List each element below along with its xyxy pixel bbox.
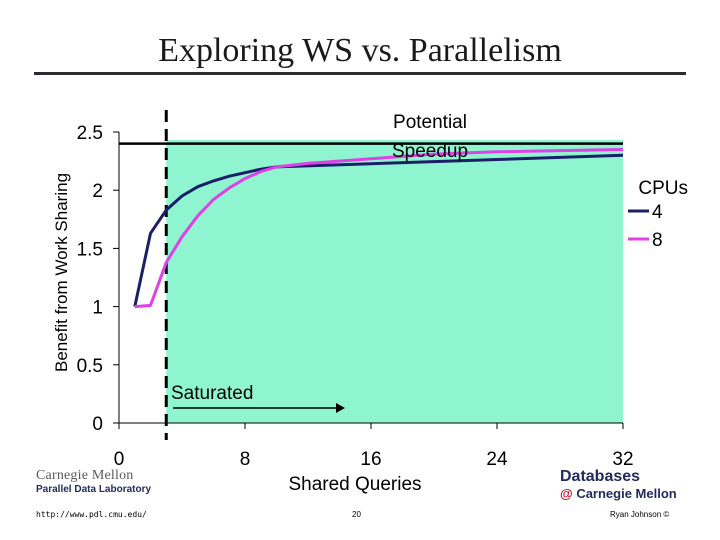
y-tick-label: 0 — [92, 414, 103, 435]
cmu-pdl-logo: Carnegie Mellon Parallel Data Laboratory — [36, 468, 176, 495]
x-tick-label: 8 — [240, 449, 251, 470]
db-logo-at: @ — [560, 486, 573, 501]
databases-cmu-logo: Databases @ Carnegie Mellon — [560, 468, 690, 501]
db-logo-cmu: Carnegie Mellon — [576, 486, 677, 501]
saturated-region — [166, 140, 623, 423]
legend-label-4: 4 — [652, 202, 663, 223]
x-axis-label: Shared Queries — [288, 474, 421, 495]
y-tick-label: 0.5 — [77, 356, 103, 377]
footer-url[interactable]: http://www.pdl.cmu.edu/ — [36, 510, 147, 519]
y-tick-label: 2.5 — [77, 123, 103, 144]
y-tick-label: 1 — [92, 298, 103, 319]
footer-author: Ryan Johnson © — [610, 510, 670, 519]
legend-title: CPUs — [638, 178, 688, 199]
title-divider — [34, 72, 686, 75]
annotation-potential-speedup: Potential Speedup — [392, 112, 468, 162]
pdl-logo-name: Parallel Data Laboratory — [36, 484, 152, 495]
x-tick-label: 32 — [612, 449, 633, 470]
db-logo-sub: @ Carnegie Mellon — [560, 486, 690, 501]
x-tick-label: 0 — [114, 449, 125, 470]
legend-label-8: 8 — [652, 230, 663, 251]
series-line-4 — [133, 153, 624, 307]
db-logo-name: Databases — [560, 468, 641, 485]
cmu-logo-name: Carnegie Mellon — [36, 468, 134, 483]
saturated-arrow-head — [336, 403, 345, 413]
y-tick-label: 1.5 — [77, 239, 103, 260]
x-tick-label: 16 — [360, 449, 381, 470]
annotation-saturated: Saturated — [171, 383, 253, 404]
y-axis-label: Benefit from Work Sharing — [52, 173, 71, 372]
x-tick-label: 24 — [486, 449, 508, 470]
y-tick-label: 2 — [92, 181, 103, 202]
slide-title: Exploring WS vs. Parallelism — [158, 32, 562, 69]
page-number: 20 — [352, 510, 361, 519]
series-line-8 — [134, 148, 624, 309]
